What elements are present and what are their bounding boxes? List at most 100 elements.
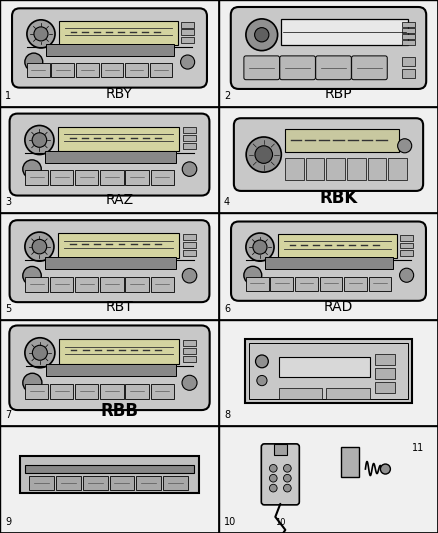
Bar bbox=[219, 107, 438, 213]
Circle shape bbox=[269, 484, 277, 492]
Bar bbox=[375, 382, 395, 393]
Bar bbox=[219, 426, 438, 533]
Bar bbox=[100, 63, 123, 77]
Bar bbox=[151, 384, 174, 399]
Text: 2: 2 bbox=[224, 91, 230, 101]
Bar bbox=[100, 171, 124, 185]
Bar bbox=[219, 320, 438, 426]
Circle shape bbox=[32, 345, 47, 360]
Bar bbox=[245, 339, 412, 403]
Text: RAZ: RAZ bbox=[106, 193, 134, 207]
Bar bbox=[326, 387, 370, 399]
Text: RBB: RBB bbox=[100, 402, 138, 421]
Bar bbox=[25, 465, 194, 473]
Circle shape bbox=[257, 375, 267, 386]
Text: 10: 10 bbox=[276, 518, 286, 527]
Bar bbox=[125, 63, 148, 77]
Bar bbox=[344, 277, 367, 290]
Bar bbox=[219, 0, 438, 107]
Circle shape bbox=[32, 239, 47, 254]
Circle shape bbox=[283, 484, 291, 492]
Bar bbox=[183, 356, 196, 362]
Bar bbox=[367, 158, 386, 180]
Bar bbox=[278, 235, 397, 258]
Bar bbox=[0, 213, 219, 320]
Bar bbox=[246, 277, 268, 290]
Circle shape bbox=[25, 125, 54, 155]
Text: 1: 1 bbox=[5, 91, 11, 101]
Circle shape bbox=[23, 160, 41, 179]
FancyBboxPatch shape bbox=[234, 118, 423, 191]
Circle shape bbox=[253, 240, 267, 254]
Bar bbox=[59, 21, 178, 45]
Bar bbox=[181, 37, 194, 43]
Bar bbox=[274, 444, 287, 455]
FancyBboxPatch shape bbox=[10, 220, 209, 302]
Circle shape bbox=[254, 28, 269, 42]
FancyBboxPatch shape bbox=[231, 7, 426, 89]
Bar bbox=[150, 63, 173, 77]
Bar bbox=[0, 320, 219, 426]
FancyBboxPatch shape bbox=[10, 114, 209, 196]
FancyBboxPatch shape bbox=[352, 56, 387, 80]
Bar bbox=[59, 339, 180, 365]
Text: 8: 8 bbox=[224, 410, 230, 421]
FancyBboxPatch shape bbox=[280, 56, 315, 80]
Bar bbox=[326, 158, 345, 180]
Bar bbox=[347, 158, 366, 180]
Circle shape bbox=[244, 266, 262, 284]
Text: 4: 4 bbox=[224, 197, 230, 207]
Circle shape bbox=[180, 55, 194, 69]
Text: RBP: RBP bbox=[325, 86, 352, 101]
Bar bbox=[219, 213, 438, 320]
Bar bbox=[402, 34, 415, 39]
Circle shape bbox=[23, 266, 41, 285]
Circle shape bbox=[182, 375, 197, 390]
Bar bbox=[183, 348, 196, 354]
Circle shape bbox=[246, 233, 274, 261]
Bar bbox=[183, 250, 196, 256]
Circle shape bbox=[399, 268, 413, 282]
Bar bbox=[58, 127, 180, 151]
Bar bbox=[82, 476, 107, 490]
Bar bbox=[402, 58, 415, 67]
Bar bbox=[56, 476, 81, 490]
Text: 3: 3 bbox=[5, 197, 11, 207]
Bar bbox=[402, 69, 415, 78]
Bar bbox=[285, 130, 399, 151]
Circle shape bbox=[25, 53, 43, 71]
Bar bbox=[75, 171, 99, 185]
Bar bbox=[100, 384, 124, 399]
Text: 11: 11 bbox=[412, 443, 424, 453]
Text: 9: 9 bbox=[5, 517, 11, 527]
Bar bbox=[183, 242, 196, 248]
Bar bbox=[285, 158, 304, 180]
Circle shape bbox=[380, 464, 390, 474]
Bar bbox=[125, 171, 149, 185]
Bar bbox=[306, 158, 324, 180]
Text: RAD: RAD bbox=[324, 300, 353, 314]
Circle shape bbox=[34, 27, 48, 41]
Bar bbox=[20, 456, 199, 493]
Circle shape bbox=[255, 355, 268, 368]
FancyBboxPatch shape bbox=[231, 222, 426, 301]
Bar bbox=[151, 171, 174, 185]
Bar bbox=[25, 171, 48, 185]
Bar bbox=[27, 63, 49, 77]
Bar bbox=[183, 234, 196, 240]
Text: 5: 5 bbox=[5, 304, 11, 314]
Bar bbox=[25, 384, 48, 399]
Circle shape bbox=[246, 19, 278, 51]
Bar bbox=[402, 40, 415, 45]
Bar bbox=[389, 158, 407, 180]
Bar bbox=[279, 357, 370, 377]
Bar bbox=[163, 476, 188, 490]
Bar bbox=[110, 476, 134, 490]
Bar bbox=[137, 476, 161, 490]
Circle shape bbox=[246, 137, 281, 172]
Bar bbox=[58, 233, 180, 258]
FancyBboxPatch shape bbox=[9, 326, 210, 410]
Text: RBK: RBK bbox=[319, 189, 357, 207]
Bar bbox=[183, 143, 196, 149]
Bar bbox=[45, 151, 176, 163]
